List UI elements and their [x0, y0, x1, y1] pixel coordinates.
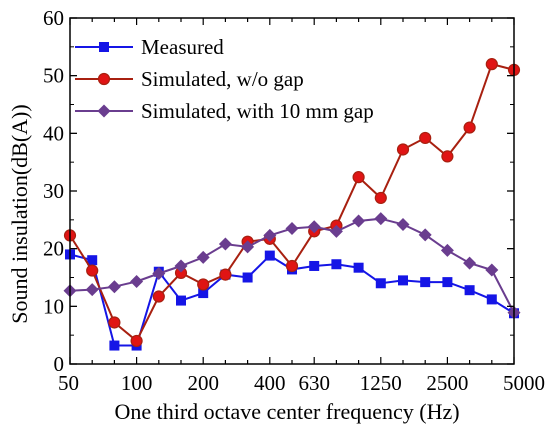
data-point [353, 262, 364, 273]
y-tick-label: 40 [43, 121, 64, 145]
data-point [307, 220, 321, 234]
y-tick-label: 60 [43, 6, 64, 30]
series-2 [63, 58, 521, 348]
x-axis-title: One third octave center frequency (Hz) [114, 399, 459, 424]
data-point [485, 58, 498, 71]
y-tick-label: 20 [43, 237, 64, 261]
data-point [197, 278, 210, 291]
y-tick-label: 10 [43, 294, 64, 318]
legend-item: Measured [75, 35, 224, 59]
data-point [463, 256, 477, 270]
data-point [396, 217, 410, 231]
legend-marker [99, 42, 109, 52]
axes: 0 10 20 30 40 50 60 50 100 200 400 630 1250 2500 5000 [43, 6, 545, 395]
legend-label: Simulated, with 10 mm gap [141, 99, 374, 123]
legend-marker [97, 72, 111, 86]
data-point [85, 283, 99, 297]
y-tick-label: 30 [43, 179, 64, 203]
data-point [464, 285, 475, 296]
data-point [86, 264, 99, 277]
data-point [130, 275, 144, 289]
data-point [418, 228, 432, 242]
data-point [398, 275, 408, 286]
data-point [285, 221, 299, 235]
data-point [441, 150, 454, 163]
data-point [263, 228, 277, 242]
data-point [87, 255, 98, 266]
y-axis-title: Sound insulation(dB(A)) [7, 104, 32, 323]
x-tick-label: 2500 [426, 371, 468, 395]
data-point [463, 121, 476, 134]
data-point [374, 212, 388, 226]
y-tick-label: 50 [43, 64, 64, 88]
x-tick-label: 630 [298, 371, 330, 395]
data-point [108, 316, 121, 329]
x-tick-label: 5000 [503, 371, 545, 395]
data-point [242, 272, 253, 283]
data-point [107, 280, 121, 294]
data-point [241, 240, 255, 254]
legend-item: Simulated, with 10 mm gap [75, 99, 374, 123]
y-tick-label: 0 [54, 352, 65, 376]
x-tick-label: 200 [187, 371, 219, 395]
data-point [375, 278, 386, 289]
x-tick-label: 50 [58, 371, 79, 395]
data-point [352, 171, 365, 184]
data-point [218, 237, 232, 251]
data-point [374, 191, 387, 205]
legend-marker [97, 104, 111, 118]
legend-item: Simulated, w/o gap [75, 67, 304, 91]
data-point [331, 259, 342, 270]
data-point [198, 288, 209, 299]
data-point [329, 224, 343, 238]
data-point [196, 250, 210, 264]
data-point [396, 143, 410, 156]
data-point [420, 277, 431, 288]
data-point [442, 277, 453, 288]
x-tick-label: 1250 [360, 371, 402, 395]
series-layer [63, 58, 521, 351]
legend-label: Simulated, w/o gap [141, 67, 304, 91]
data-point [485, 263, 499, 277]
data-point [285, 259, 299, 273]
data-point [109, 340, 120, 351]
data-point [419, 131, 432, 145]
data-point [152, 266, 166, 280]
data-point [440, 243, 454, 257]
data-point [152, 290, 165, 303]
data-point [130, 334, 143, 348]
data-point [486, 294, 497, 305]
legend: Measured Simulated, w/o gap Simulated, wit… [75, 35, 374, 123]
data-point [219, 268, 232, 281]
x-tick-label: 100 [121, 371, 153, 395]
data-point [352, 214, 366, 228]
data-point [176, 295, 186, 306]
data-point [309, 260, 320, 271]
series-3 [63, 212, 521, 320]
legend-label: Measured [141, 35, 224, 59]
data-point [174, 259, 188, 273]
data-point [264, 250, 275, 261]
x-tick-label: 400 [254, 371, 286, 395]
